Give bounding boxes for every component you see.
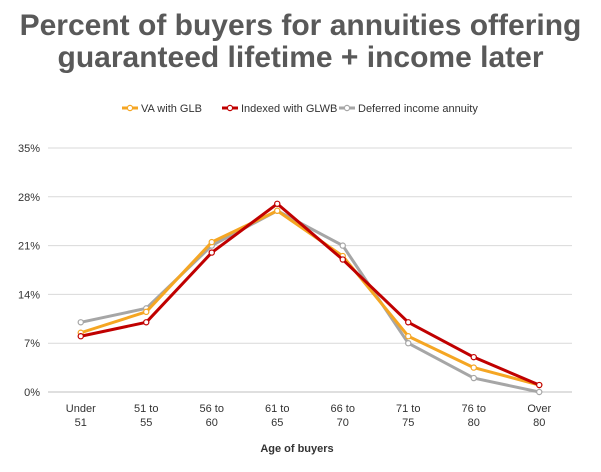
- data-point: [143, 319, 150, 326]
- x-tick-label: Under 51: [66, 403, 96, 429]
- x-axis: Under 51 51 to 55 56 to 60 61 to 65 66 to 70 71 to…: [66, 403, 552, 429]
- y-tick-label: 21%: [18, 241, 40, 253]
- y-tick-label: 7%: [24, 338, 40, 350]
- x-axis-title: Age of buyers: [260, 443, 333, 455]
- y-axis: 0% 7% 14% 21% 28% 35%: [18, 143, 40, 399]
- data-point: [405, 319, 412, 326]
- legend-item: Indexed with GLWB: [222, 103, 337, 115]
- data-point: [339, 256, 346, 263]
- data-point: [470, 364, 477, 371]
- data-point: [208, 238, 215, 246]
- legend-marker: [343, 104, 351, 112]
- gridlines: [48, 147, 572, 393]
- data-point: [536, 388, 543, 396]
- x-tick-label: 76 to 80: [462, 403, 486, 429]
- data-point: [143, 308, 150, 316]
- legend-label: Deferred income annuity: [358, 103, 478, 115]
- data-point: [274, 207, 281, 214]
- x-tick-label: 71 to 75: [396, 403, 420, 429]
- data-point: [77, 333, 84, 340]
- data-point: [405, 340, 412, 347]
- legend: VA with GLB Indexed with GLWB Deferred inc…: [122, 103, 478, 115]
- y-tick-label: 35%: [18, 143, 40, 155]
- data-point: [536, 381, 543, 389]
- series-line: [79, 209, 541, 387]
- legend-label: Indexed with GLWB: [241, 103, 337, 115]
- series-va-with-glb: [77, 207, 543, 389]
- legend-item: VA with GLB: [122, 103, 202, 115]
- chart-title-line-1: Percent of buyers for annuities offering: [19, 9, 582, 42]
- x-tick-label: Over 80: [527, 403, 551, 429]
- plot-area: [77, 200, 543, 396]
- y-tick-label: 14%: [18, 289, 40, 301]
- data-point: [77, 319, 84, 326]
- data-point: [470, 374, 477, 382]
- legend-item: Deferred income annuity: [339, 103, 478, 115]
- data-point: [208, 249, 215, 256]
- y-tick-label: 0%: [24, 387, 40, 399]
- legend-marker: [226, 104, 234, 112]
- y-tick-label: 28%: [18, 192, 40, 204]
- chart-title: Percent of buyers for annuities offering…: [0, 10, 601, 74]
- data-point: [405, 333, 412, 340]
- chart-title-line-2: guaranteed lifetime + income later: [57, 41, 544, 74]
- data-point: [339, 242, 346, 249]
- x-tick-label: 66 to 70: [331, 403, 355, 429]
- series-indexed-with-glwb: [77, 200, 543, 389]
- series-line: [79, 209, 541, 394]
- legend-label: VA with GLB: [141, 103, 202, 115]
- data-point: [470, 353, 477, 361]
- x-tick-label: 61 to 65: [265, 403, 289, 429]
- x-tick-label: 51 to 55: [134, 403, 158, 429]
- legend-marker: [126, 104, 134, 112]
- series-line: [79, 202, 541, 387]
- x-tick-label: 56 to 60: [200, 403, 224, 429]
- data-point: [274, 200, 281, 207]
